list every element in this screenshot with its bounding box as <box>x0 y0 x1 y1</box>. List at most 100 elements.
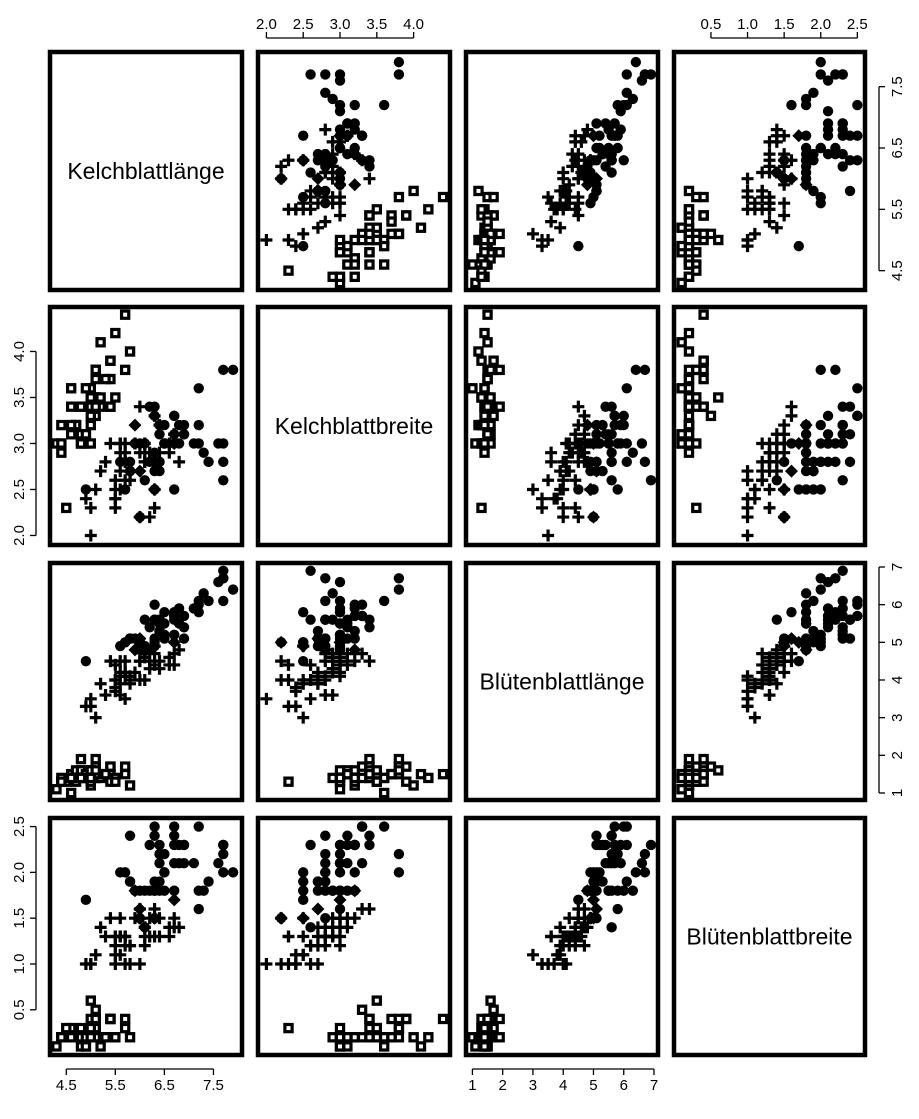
point-circle <box>149 637 160 648</box>
point-circle <box>144 839 155 851</box>
point-plus <box>770 437 783 450</box>
point-circle <box>815 456 826 468</box>
tick-label: 2.5 <box>847 16 868 33</box>
point-circle <box>621 438 632 449</box>
point-circle <box>378 99 390 111</box>
diagonal-panel-1 <box>255 304 453 548</box>
point-plus <box>756 166 769 179</box>
point-circle <box>320 633 331 644</box>
point-circle <box>800 438 812 449</box>
point-circle <box>169 839 180 851</box>
point-plus <box>84 501 97 514</box>
point-circle <box>639 364 651 376</box>
panel-points-r1-c3 <box>676 309 863 542</box>
point-circle <box>800 465 812 477</box>
point-square <box>437 191 449 203</box>
point-square <box>393 1013 405 1025</box>
point-diamond <box>133 464 147 478</box>
point-plus <box>536 501 549 514</box>
point-circle <box>356 821 368 832</box>
tick-label: 4 <box>889 676 906 684</box>
point-circle <box>815 56 826 68</box>
point-circle <box>305 565 316 576</box>
point-square <box>334 271 346 283</box>
point-circle <box>800 456 812 468</box>
tick-label: 2.5 <box>11 479 28 500</box>
point-square <box>691 247 702 258</box>
point-plus <box>770 651 783 664</box>
point-plus <box>545 215 558 228</box>
point-circle <box>630 56 642 68</box>
point-circle <box>588 155 599 166</box>
point-circle <box>630 364 642 376</box>
point-circle <box>305 839 316 851</box>
point-circle <box>609 130 620 141</box>
point-circle <box>203 456 214 468</box>
point-square <box>401 210 412 221</box>
variable-label-0: Kelchblattlänge <box>67 158 224 184</box>
point-circle <box>393 69 405 80</box>
tick-label: 7 <box>889 563 906 571</box>
point-square <box>485 228 496 240</box>
tick-label: 4 <box>559 1077 567 1094</box>
point-square <box>393 228 405 240</box>
point-plus <box>311 666 324 679</box>
point-square <box>476 502 487 514</box>
point-square <box>100 373 111 385</box>
point-circle <box>154 419 165 431</box>
tick-label: 1.0 <box>11 954 28 975</box>
point-plus <box>763 160 776 173</box>
point-plus <box>363 655 376 668</box>
point-circle <box>822 106 834 117</box>
tick-label: 4.5 <box>889 260 906 281</box>
tick-label: 1 <box>889 789 906 797</box>
point-circle <box>844 185 856 197</box>
point-square <box>356 1004 368 1015</box>
point-circle <box>298 655 309 667</box>
point-diamond <box>133 902 147 916</box>
point-plus <box>99 930 112 943</box>
point-circle <box>149 465 160 477</box>
point-square <box>415 222 427 233</box>
point-circle <box>609 821 620 832</box>
point-circle <box>778 173 790 184</box>
point-plus <box>526 227 539 240</box>
point-plus <box>557 203 570 216</box>
point-square <box>65 787 77 799</box>
point-plus <box>545 455 558 468</box>
tick-label: 7.5 <box>203 1077 224 1094</box>
point-circle <box>134 644 146 656</box>
tick-label: 1.0 <box>737 16 758 33</box>
point-circle <box>771 614 783 625</box>
point-circle <box>639 456 651 468</box>
point-plus <box>741 191 754 204</box>
point-circle <box>639 867 651 878</box>
point-circle <box>621 821 632 832</box>
panel-points-r3-c2 <box>467 821 657 1052</box>
point-square <box>482 373 493 385</box>
point-plus <box>763 215 776 228</box>
point-plus <box>168 647 181 660</box>
point-circle <box>615 419 626 431</box>
point-circle <box>603 438 614 449</box>
scatter-panel-r1-c0 <box>47 304 245 548</box>
scatter-panel-r0-c1 <box>255 49 453 293</box>
point-circle <box>188 858 200 869</box>
point-plus <box>143 662 156 675</box>
point-circle <box>218 475 229 486</box>
point-circle <box>119 484 131 495</box>
point-circle <box>115 640 126 652</box>
point-circle <box>830 69 841 80</box>
point-circle <box>320 867 331 878</box>
point-diamond <box>348 178 362 192</box>
tick-label: 4.0 <box>11 341 28 362</box>
point-circle <box>627 447 639 458</box>
point-plus <box>575 921 588 934</box>
point-square <box>482 337 493 348</box>
point-square <box>56 419 67 431</box>
point-circle <box>600 118 611 129</box>
point-plus <box>741 501 754 514</box>
point-circle <box>594 867 605 878</box>
point-plus <box>109 685 122 698</box>
point-circle <box>822 622 834 633</box>
